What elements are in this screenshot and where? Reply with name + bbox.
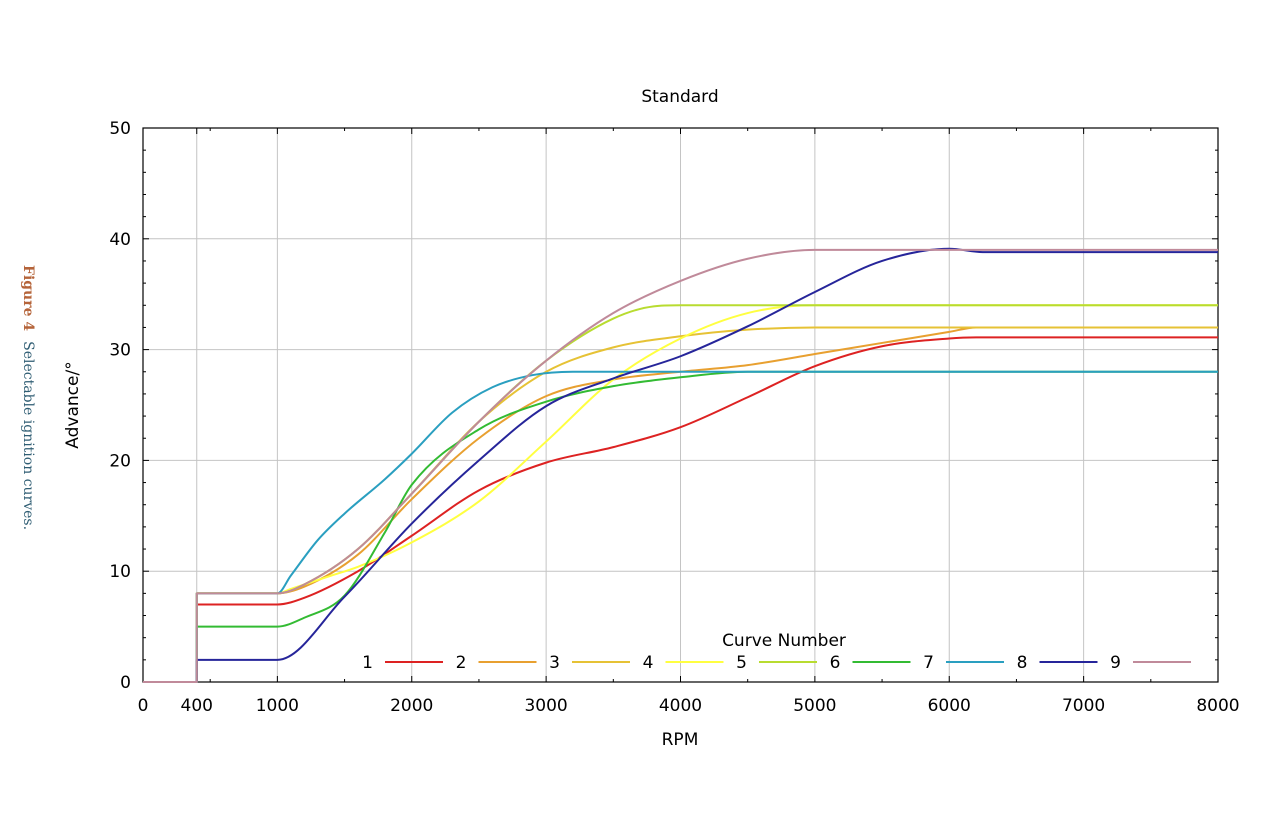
legend: Curve Number 1 2 3 4 5 6 7 8 9 [362, 631, 1191, 673]
series-line-8 [142, 247, 1218, 683]
legend-label-5: 5 [736, 653, 747, 673]
legend-label-1: 1 [362, 653, 373, 673]
series-line-1 [142, 336, 1218, 683]
series-line-4 [142, 304, 1218, 683]
y-tick-label: 30 [109, 341, 131, 361]
series-line-9 [142, 248, 1218, 683]
x-tick-label: 4000 [659, 696, 702, 716]
x-tick-label: 6000 [928, 696, 971, 716]
chart-title: Standard [641, 87, 718, 107]
x-axis-label: RPM [662, 730, 699, 750]
x-tick-label: 2000 [390, 696, 433, 716]
y-tick-label: 0 [120, 673, 131, 693]
legend-label-9: 9 [1110, 653, 1121, 673]
figure-caption: Figure 4 Selectable ignition curves. [14, 265, 44, 555]
x-tick-label: 3000 [524, 696, 567, 716]
y-axis-label: Advance/° [63, 361, 83, 448]
x-tick-label: 1000 [256, 696, 299, 716]
figure-caption-text: Selectable ignition curves. [20, 341, 36, 531]
x-tick-label: 7000 [1062, 696, 1105, 716]
ticks: 0 400 1000 2000 3000 4000 5000 6000 7000 8000 0 10 2… [109, 119, 1239, 716]
x-tick-label: 0 [138, 696, 149, 716]
x-tick-label: 400 [181, 696, 213, 716]
y-tick-label: 50 [109, 119, 131, 139]
y-tick-label: 10 [109, 562, 131, 582]
legend-label-7: 7 [923, 653, 934, 673]
legend-label-6: 6 [830, 653, 841, 673]
legend-title: Curve Number [722, 631, 846, 651]
figure-number: Figure 4 [20, 265, 36, 332]
legend-label-2: 2 [456, 653, 467, 673]
x-tick-label: 5000 [793, 696, 836, 716]
x-tick-label: 8000 [1196, 696, 1239, 716]
grid [143, 128, 1218, 682]
legend-label-4: 4 [643, 653, 654, 673]
legend-label-8: 8 [1017, 653, 1028, 673]
series-lines [142, 247, 1218, 683]
y-tick-label: 40 [109, 230, 131, 250]
y-tick-label: 20 [109, 451, 131, 471]
legend-label-3: 3 [549, 653, 560, 673]
